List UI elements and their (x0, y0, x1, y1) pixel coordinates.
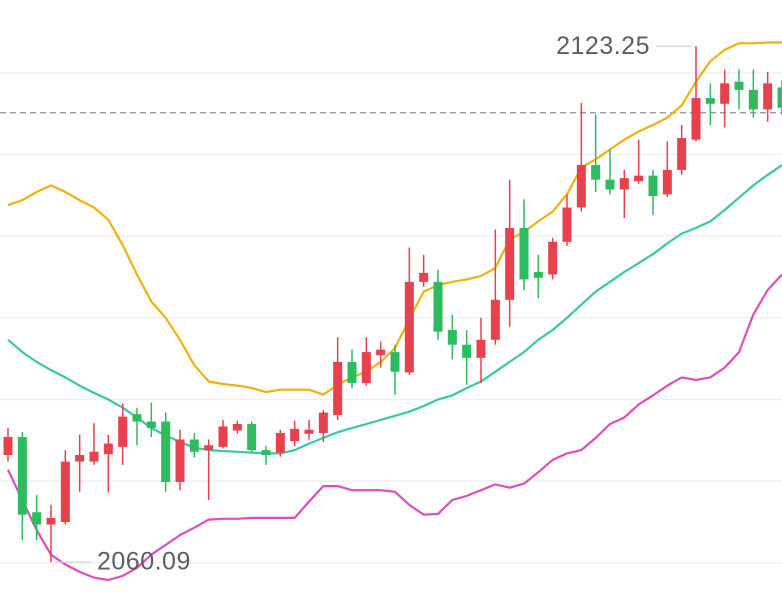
candle-body (247, 423, 257, 451)
candle-body (648, 175, 658, 197)
candle-body (662, 169, 672, 195)
candle-body (404, 281, 414, 373)
candle-body (32, 512, 42, 525)
candle-body (60, 461, 70, 523)
candle-body (146, 421, 156, 429)
candle-body (333, 361, 343, 416)
candle-body (605, 179, 615, 190)
candle-body (433, 281, 443, 332)
band-line (7, 273, 782, 582)
candle-body (476, 339, 486, 358)
band-line (7, 41, 782, 396)
candle-body (576, 165, 586, 208)
candle-body (748, 89, 758, 110)
candle-body (763, 83, 773, 110)
candle-body (562, 207, 572, 242)
candle-body (318, 412, 328, 433)
candle-body (390, 352, 400, 372)
candle-body (677, 138, 687, 170)
candle-body (347, 361, 357, 384)
candle-body (103, 443, 113, 455)
candle-body (161, 421, 171, 482)
candle-body (46, 517, 56, 525)
candle-body (591, 165, 601, 180)
candle-body (204, 445, 214, 451)
band-line (7, 164, 782, 455)
candle-body (777, 87, 782, 108)
candle-body (447, 330, 457, 345)
candle-body (720, 83, 730, 104)
candle-body (619, 178, 629, 190)
candle-body (462, 344, 472, 358)
low-label: 2060.09 (97, 548, 191, 576)
candle-body (189, 439, 199, 452)
candle-body (75, 455, 85, 462)
candle-body (175, 439, 185, 482)
candle-body (304, 429, 314, 434)
candle-body (634, 175, 644, 182)
candle-body (3, 437, 13, 456)
candle-body (89, 451, 99, 462)
candle-body (490, 299, 500, 340)
candle-body (17, 437, 27, 515)
candle-body (419, 272, 429, 282)
candle-body (275, 432, 285, 453)
candle-body (232, 423, 242, 431)
candle-body (705, 98, 715, 104)
candle-body (505, 227, 515, 300)
candle-body (361, 352, 371, 384)
candle-body (261, 450, 271, 456)
candle-body (519, 227, 529, 280)
candle-body (118, 416, 128, 447)
candle-body (132, 414, 142, 422)
candle-body (548, 241, 558, 275)
candle-body (734, 81, 744, 90)
candle-body (290, 428, 300, 442)
candle-body (376, 349, 386, 356)
high-label: 2123.25 (556, 32, 650, 60)
candle-body (533, 272, 543, 278)
candle-body (218, 426, 228, 447)
candle-body (691, 98, 701, 140)
